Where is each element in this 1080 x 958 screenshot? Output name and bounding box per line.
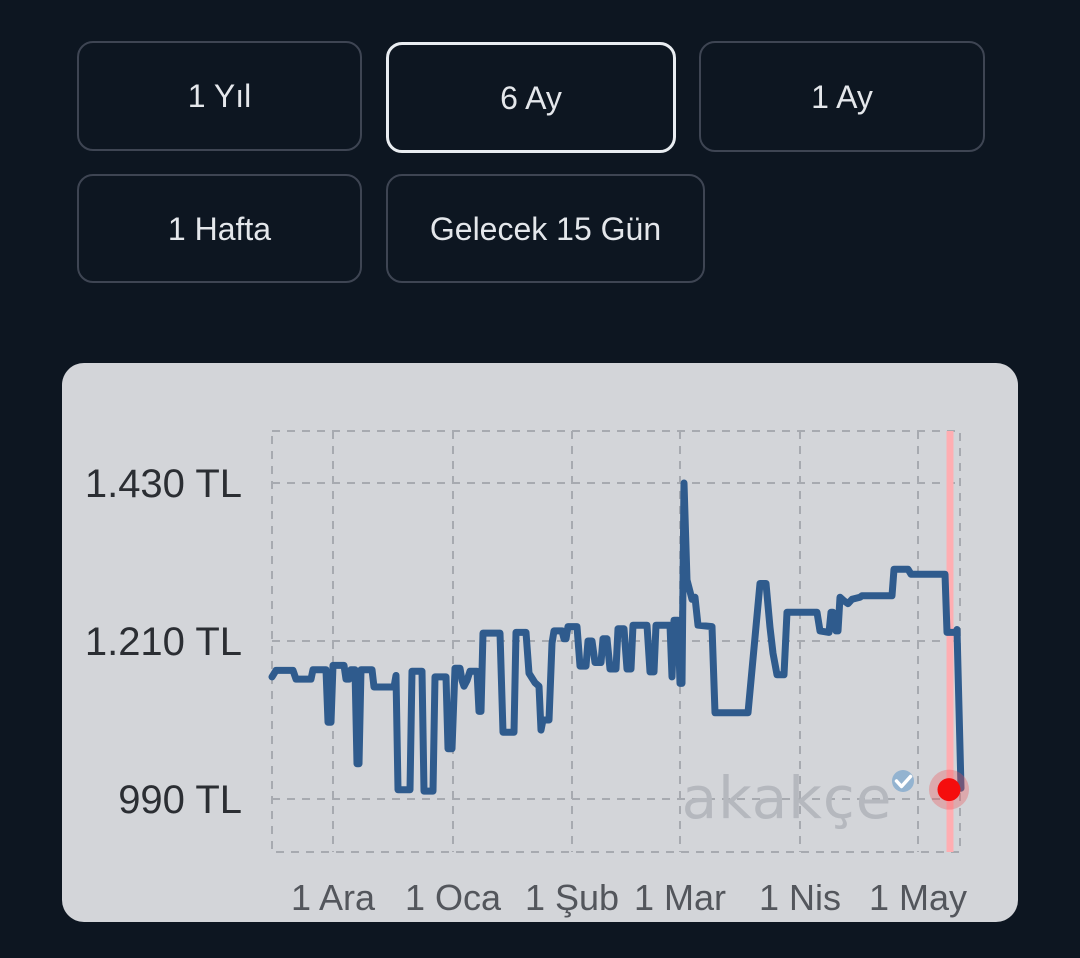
current-price-dot <box>937 778 961 802</box>
period-button-gelecek-15-gun[interactable]: Gelecek 15 Gün <box>386 174 705 283</box>
period-button-1-ay[interactable]: 1 Ay <box>699 41 985 152</box>
price-chart-card: 1 Ara 1 Oca 1 Şub 1 Mar 1 Nis 1 May 1.430 TL 1.… <box>62 363 1018 922</box>
y-axis-label: 990 TL <box>118 778 242 822</box>
price-history-chart[interactable]: 1 Ara 1 Oca 1 Şub 1 Mar 1 Nis 1 May 1.430 TL 1.… <box>62 363 1018 922</box>
watermark-akakce: akakçe <box>682 764 893 832</box>
y-axis-label: 1.210 TL <box>85 620 242 664</box>
period-button-1-yil[interactable]: 1 Yıl <box>77 41 362 151</box>
period-button-1-hafta[interactable]: 1 Hafta <box>77 174 362 283</box>
check-icon <box>894 774 913 789</box>
y-axis-label: 1.430 TL <box>85 462 242 506</box>
x-axis-label: 1 Ara <box>291 877 376 918</box>
x-axis-label: 1 Nis <box>759 877 841 918</box>
period-button-6-ay[interactable]: 6 Ay <box>386 42 676 153</box>
x-axis-label: 1 May <box>869 877 967 918</box>
price-line <box>268 479 965 795</box>
watermark-verified-badge <box>892 770 914 792</box>
x-axis-label: 1 Şub <box>525 877 619 918</box>
x-axis-label: 1 Mar <box>634 877 726 918</box>
x-axis-label: 1 Oca <box>405 877 502 918</box>
